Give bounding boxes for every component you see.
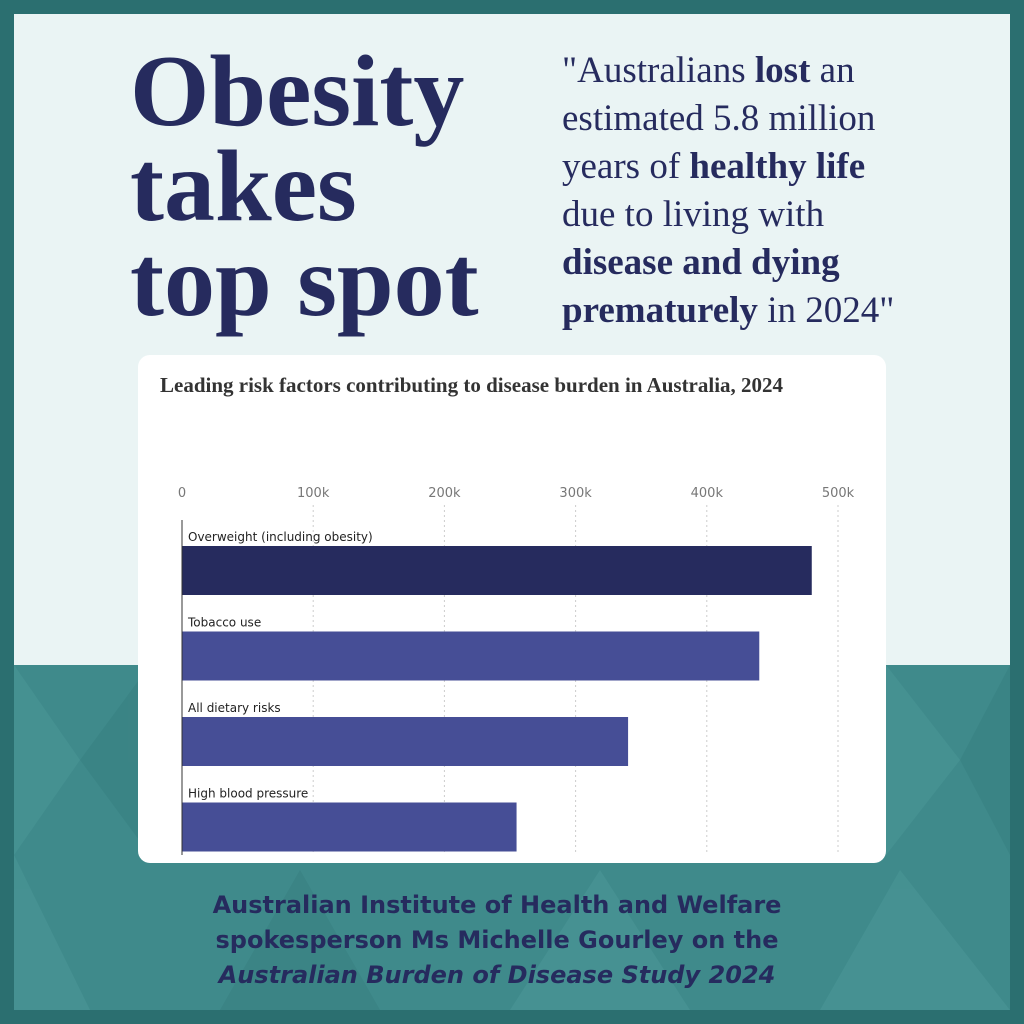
quote-segment: estimated 5.8 million	[562, 98, 875, 139]
bar	[182, 546, 812, 595]
footer-line: Australian Institute of Health and Welfa…	[213, 891, 782, 919]
quote-segment: disease and dying	[562, 242, 840, 283]
footer-line: Australian Burden of Disease Study 2024	[217, 961, 776, 989]
quote-segment: an	[810, 50, 854, 91]
x-tick-label: 400k	[691, 486, 724, 501]
category-label: Overweight (including obesity)	[188, 530, 373, 544]
x-tick-label: 300k	[559, 486, 592, 501]
quote-segment: in 2024"	[758, 290, 894, 331]
category-label: Tobacco use	[187, 616, 261, 630]
chart-title: Leading risk factors contributing to dis…	[160, 373, 784, 397]
quote-segment: "Australians	[562, 50, 755, 91]
headline-line: takes	[130, 130, 357, 243]
category-label: High blood pressure	[188, 787, 308, 801]
quote-segment: due to living with	[562, 194, 825, 235]
quote-segment: years of	[562, 146, 689, 187]
quote-segment: healthy life	[689, 146, 865, 187]
bar	[182, 802, 517, 852]
x-tick-label: 200k	[428, 486, 461, 501]
quote-segment: prematurely	[562, 290, 758, 331]
footer-line: spokesperson Ms Michelle Gourley on the	[215, 926, 778, 954]
x-tick-label: 500k	[822, 486, 855, 501]
quote-line: due to living with	[562, 194, 825, 235]
quote-line: estimated 5.8 million	[562, 98, 875, 139]
category-label: All dietary risks	[188, 701, 281, 715]
quote-line: years of healthy life	[562, 146, 865, 187]
headline-line: top spot	[130, 225, 479, 338]
bar	[182, 717, 629, 766]
bar	[182, 631, 760, 681]
quote-line: prematurely in 2024"	[562, 290, 894, 331]
x-tick-label: 0	[178, 486, 186, 501]
quote-line: "Australians lost an	[562, 50, 855, 91]
pattern	[14, 665, 1010, 1010]
quote-line: disease and dying	[562, 242, 840, 283]
quote-segment: lost	[755, 50, 811, 91]
headline-line: Obesity	[130, 35, 464, 148]
x-tick-label: 100k	[297, 486, 330, 501]
